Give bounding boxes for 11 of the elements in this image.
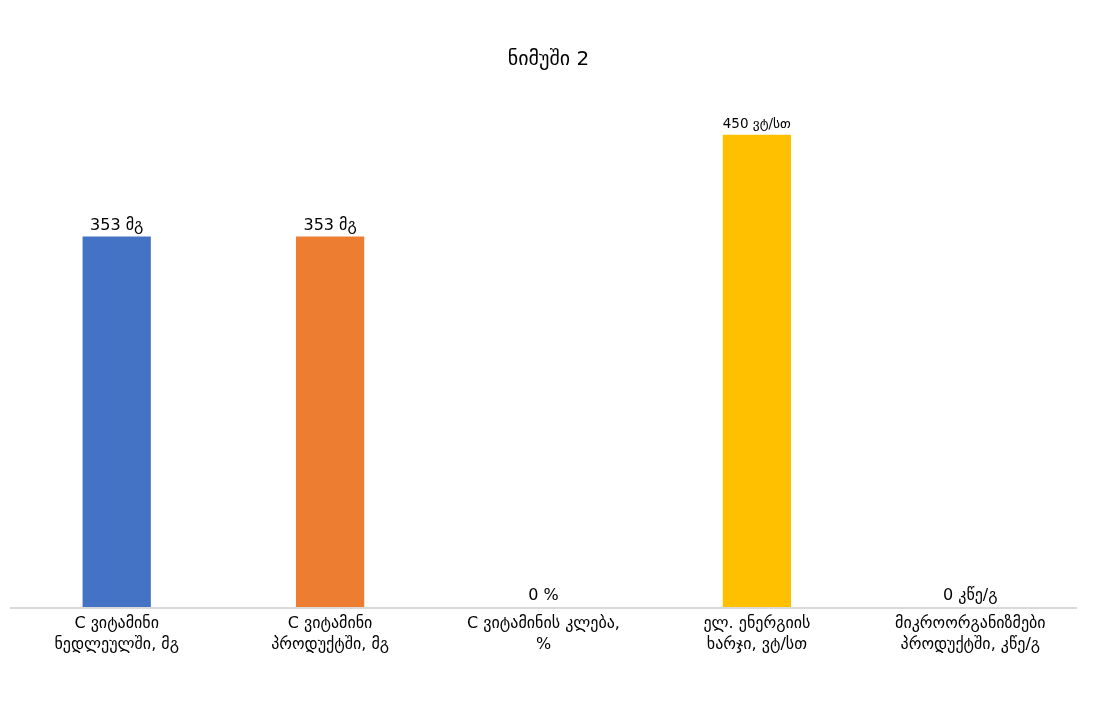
x-tick-label: ელ. ენერგიის ხარჯი, ვტ/სთ <box>703 612 811 653</box>
x-tick-label: C ვიტამინი პროდუქტში, მგ <box>271 612 390 653</box>
data-label: 450 ვტ/სთ <box>722 115 792 132</box>
x-tick-label: C ვიტამინის კლება, % <box>467 612 620 653</box>
data-label: 353 მგ <box>303 214 357 234</box>
data-label: 0 % <box>528 585 559 604</box>
x-tick-label: მიკროორგანიზმები პროდუქტში, კწე/გ <box>895 612 1046 653</box>
chart-title: ნიმუში 2 <box>507 45 590 70</box>
data-label: 353 მგ <box>90 214 144 234</box>
x-tick-label: C ვიტამინი ნედლეულში, მგ <box>54 612 179 653</box>
data-label: 0 კწე/გ <box>943 585 998 604</box>
